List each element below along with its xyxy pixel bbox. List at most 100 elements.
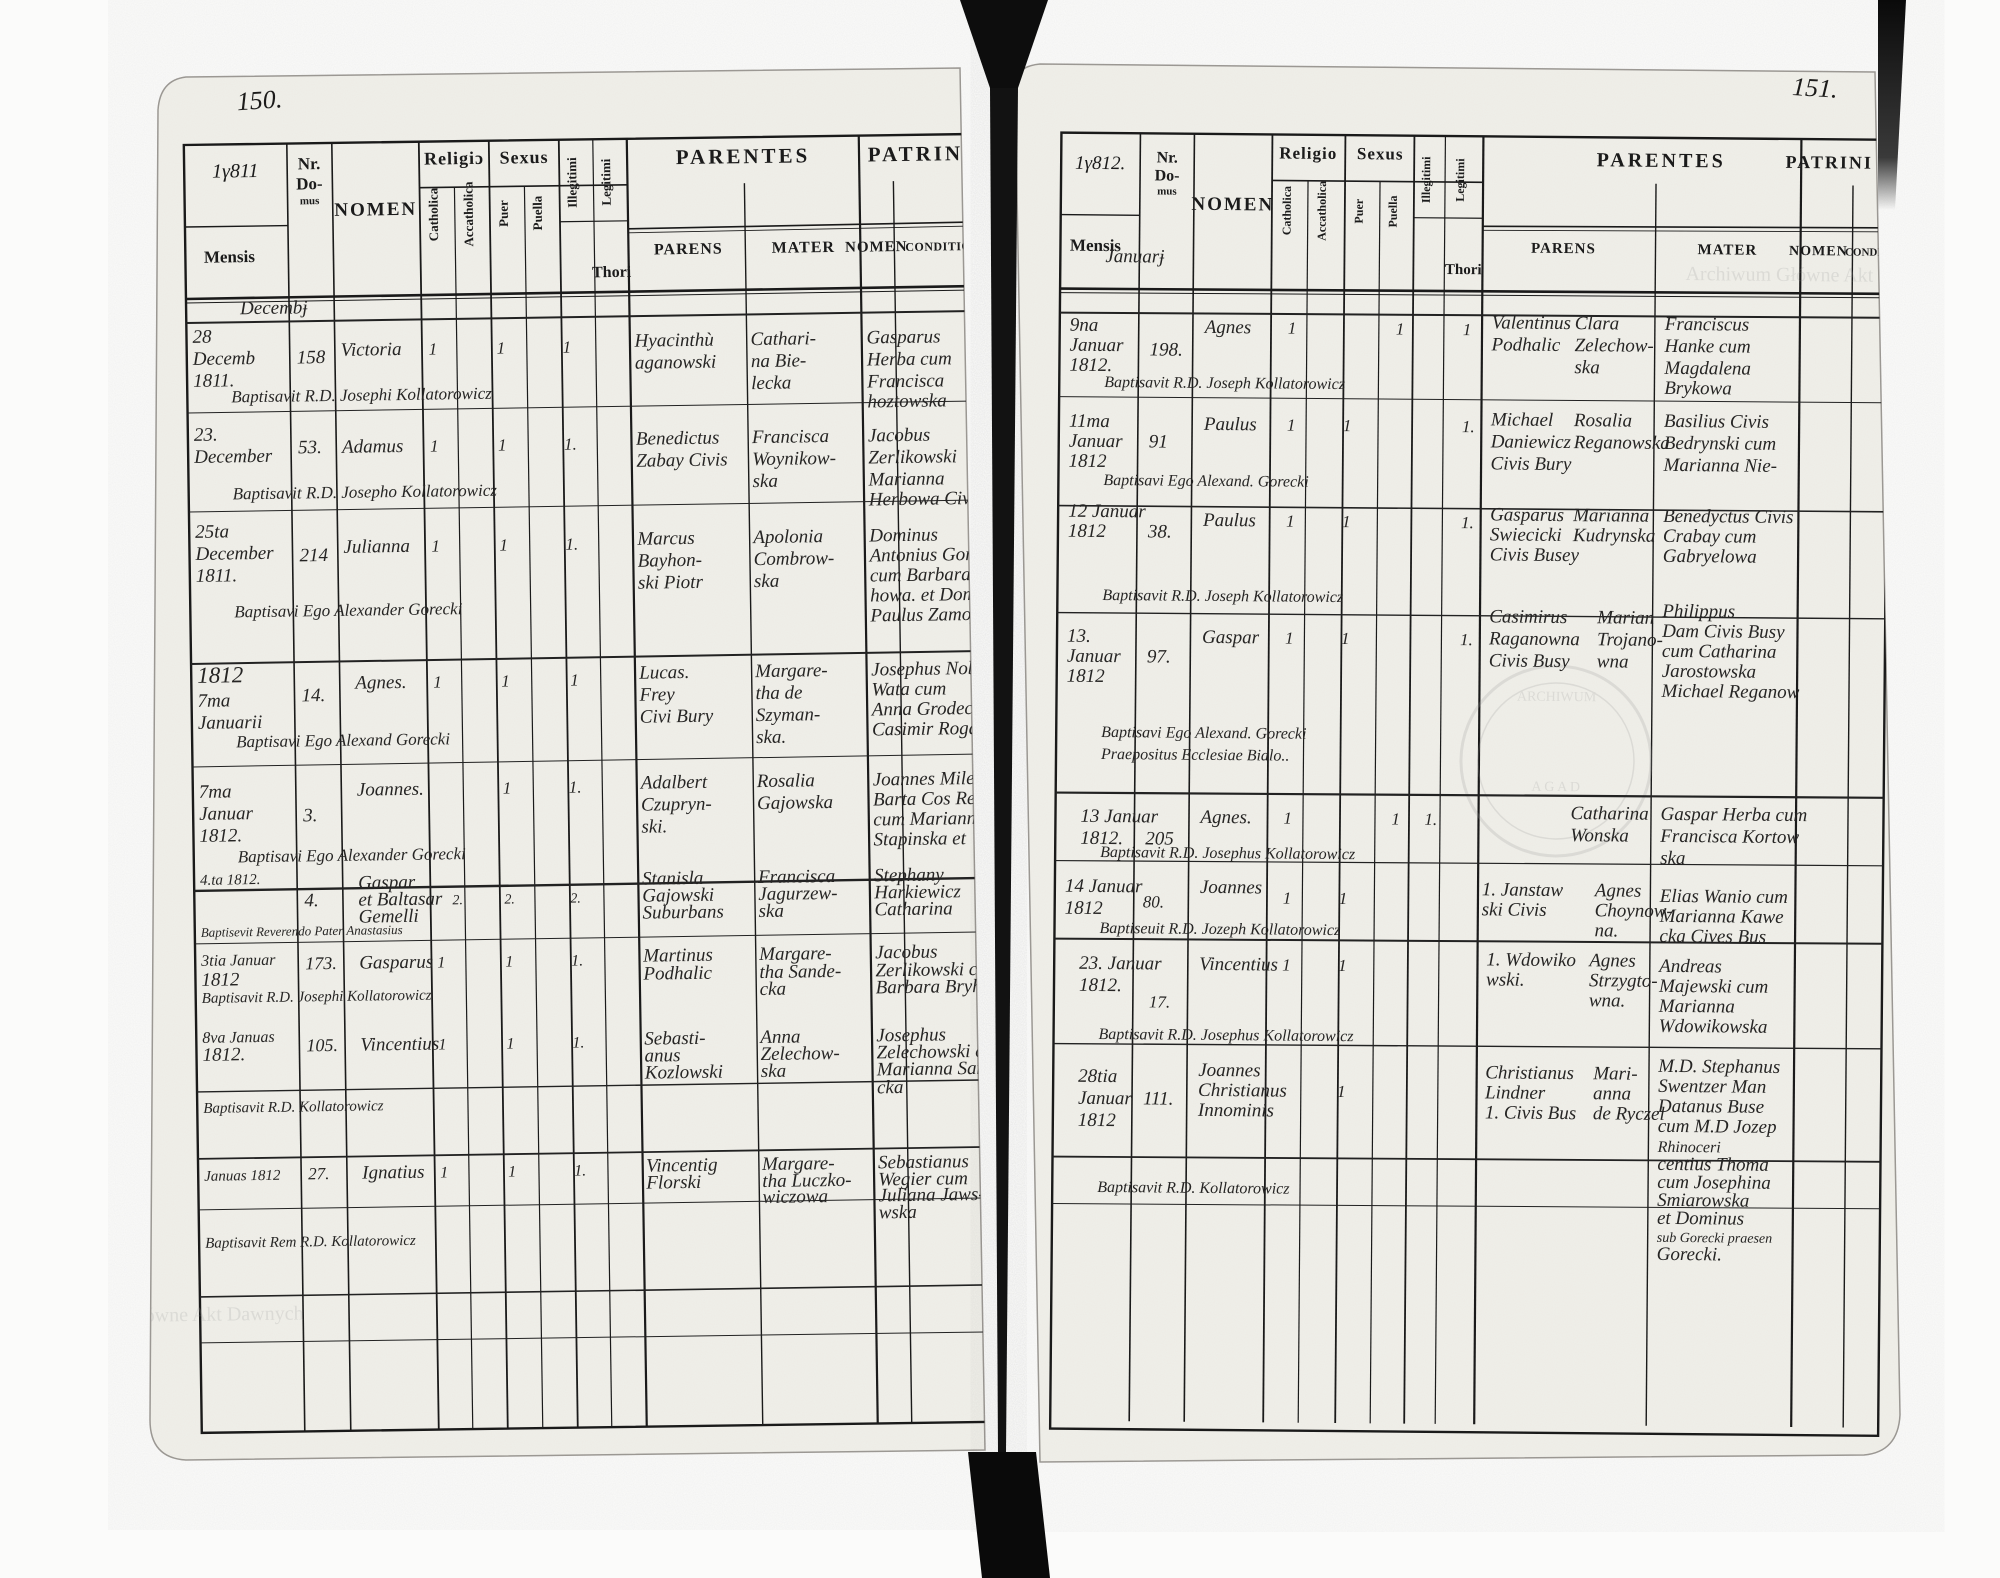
svg-text:Woynikow-: Woynikow-	[752, 448, 836, 470]
svg-text:ska: ska	[754, 571, 780, 592]
svg-text:Paulus: Paulus	[1203, 414, 1257, 435]
svg-text:111.: 111.	[1143, 1088, 1174, 1109]
svg-text:Benedyctus Civis: Benedyctus Civis	[1663, 506, 1794, 528]
svg-text:Rosalia: Rosalia	[756, 770, 815, 792]
svg-text:ski Piotr: ski Piotr	[638, 572, 704, 594]
svg-text:1.: 1.	[572, 1034, 584, 1051]
svg-text:1. Wdowiko: 1. Wdowiko	[1486, 949, 1576, 971]
svg-text:Januas 1812: Januas 1812	[204, 1168, 281, 1185]
svg-text:cum M.D Jozep: cum M.D Jozep	[1658, 1116, 1777, 1138]
svg-text:14 Januar: 14 Januar	[1065, 876, 1143, 898]
svg-text:Baptisavit R.D. Kollatorowicz: Baptisavit R.D. Kollatorowicz	[203, 1098, 384, 1117]
svg-text:1: 1	[499, 536, 508, 555]
svg-text:1812: 1812	[1067, 666, 1106, 687]
svg-text:CONDITIO: CONDITIO	[905, 239, 971, 254]
svg-text:Cathari-: Cathari-	[750, 328, 816, 350]
svg-text:cka Cives Bus: cka Cives Bus	[1659, 926, 1766, 948]
svg-text:ski.: ski.	[641, 816, 667, 837]
svg-text:1812.: 1812.	[1069, 355, 1112, 376]
svg-text:1. Janstaw: 1. Janstaw	[1482, 879, 1564, 901]
svg-text:Do-: Do-	[1155, 167, 1180, 184]
svg-text:Illegitimi: Illegitimi	[1419, 156, 1433, 203]
svg-text:1: 1	[505, 953, 513, 970]
svg-text:1: 1	[1283, 809, 1292, 828]
svg-text:Suburbans: Suburbans	[642, 902, 724, 924]
svg-text:Baptisavi Ego Alexand. Gorecki: Baptisavi Ego Alexand. Gorecki	[1101, 724, 1306, 743]
svg-text:2.: 2.	[452, 893, 463, 908]
svg-text:Benedictus: Benedictus	[636, 428, 720, 450]
svg-text:1812.: 1812.	[1079, 975, 1122, 996]
svg-text:1812: 1812	[197, 662, 243, 688]
svg-text:97.: 97.	[1147, 646, 1171, 667]
svg-text:hoztowska: hoztowska	[867, 390, 946, 412]
svg-text:Thori: Thori	[1445, 262, 1482, 278]
svg-text:17.: 17.	[1149, 992, 1170, 1011]
svg-text:Mari-: Mari-	[1592, 1063, 1638, 1084]
svg-text:Podhalic: Podhalic	[642, 963, 712, 985]
svg-text:Hanke cum: Hanke cum	[1664, 336, 1751, 358]
svg-text:Baptisavi Ego Alexand. Gorecki: Baptisavi Ego Alexand. Gorecki	[1103, 472, 1308, 491]
svg-text:1: 1	[1339, 889, 1348, 908]
svg-text:Puer: Puer	[1352, 198, 1366, 223]
svg-text:Florski: Florski	[645, 1172, 701, 1194]
svg-text:1: 1	[1286, 512, 1295, 531]
svg-text:Sexus: Sexus	[499, 147, 548, 168]
svg-text:Jarostowska: Jarostowska	[1662, 661, 1756, 683]
svg-text:Baptisavit R.D. Joseph Kollato: Baptisavit R.D. Joseph Kollatorowicz	[1104, 374, 1346, 393]
svg-text:Gasparus: Gasparus	[866, 326, 940, 348]
svg-text:December: December	[194, 543, 274, 565]
svg-text:2.: 2.	[570, 892, 581, 907]
svg-text:1812: 1812	[1068, 451, 1107, 472]
svg-text:1: 1	[508, 1163, 516, 1180]
svg-text:214: 214	[299, 545, 328, 566]
svg-text:1: 1	[1463, 320, 1472, 339]
svg-text:Basilius Civis: Basilius Civis	[1664, 411, 1769, 433]
svg-text:Puella: Puella	[530, 195, 545, 230]
svg-text:et Dominus: et Dominus	[1657, 1208, 1744, 1230]
svg-text:Agnes.: Agnes.	[353, 672, 406, 694]
svg-text:Baptisavi Ego Alexander Goreck: Baptisavi Ego Alexander Gorecki	[238, 844, 467, 866]
svg-text:Kudrynska: Kudrynska	[1572, 525, 1656, 547]
svg-text:Marianna: Marianna	[1658, 996, 1735, 1018]
svg-text:1: 1	[1343, 416, 1352, 435]
svg-text:Brykowa: Brykowa	[1664, 378, 1732, 400]
svg-text:1812: 1812	[1065, 898, 1104, 919]
svg-text:ska: ska	[1660, 848, 1686, 869]
svg-text:Reganowska: Reganowska	[1573, 432, 1670, 454]
svg-text:Gorecki.: Gorecki.	[1657, 1244, 1722, 1266]
svg-text:Jacobus: Jacobus	[868, 425, 931, 447]
svg-text:Agnes.: Agnes.	[1198, 807, 1251, 828]
svg-text:Januar: Januar	[1069, 431, 1124, 452]
svg-text:27.: 27.	[308, 1164, 330, 1183]
svg-text:Lindner: Lindner	[1484, 1082, 1546, 1104]
svg-text:December: December	[193, 446, 273, 468]
svg-text:53.: 53.	[298, 437, 322, 458]
svg-text:Catharina: Catharina	[1570, 803, 1648, 825]
svg-text:Philippus: Philippus	[1661, 601, 1735, 623]
svg-text:Clara: Clara	[1575, 313, 1620, 334]
svg-text:1: 1	[1283, 889, 1292, 908]
svg-text:Gaspar Herba cum: Gaspar Herba cum	[1660, 804, 1807, 826]
svg-text:Szyman-: Szyman-	[756, 704, 821, 726]
svg-text:2.: 2.	[504, 892, 515, 907]
svg-text:Baptisavi Ego Alexand Gorecki: Baptisavi Ego Alexand Gorecki	[236, 729, 450, 751]
svg-text:Stapinska et: Stapinska et	[873, 828, 966, 850]
svg-text:cka: cka	[760, 979, 787, 1000]
svg-text:Swentzer Man: Swentzer Man	[1658, 1076, 1766, 1098]
svg-text:Agnes: Agnes	[1593, 880, 1642, 901]
svg-text:Apolonia: Apolonia	[751, 526, 823, 548]
svg-text:Baptisavit R.D. Josephi Kollat: Baptisavit R.D. Josephi Kollatorowicz	[202, 988, 432, 1007]
svg-text:Baptisavit R.D. Joseph Kollato: Baptisavit R.D. Joseph Kollatorowicz	[1102, 587, 1344, 606]
svg-text:13.: 13.	[1067, 626, 1091, 647]
svg-text:Wdowikowska: Wdowikowska	[1659, 1016, 1768, 1038]
svg-text:Dam Civis Busy: Dam Civis Busy	[1661, 621, 1785, 643]
svg-text:Baptisavit R.D. Josephi Kollat: Baptisavit R.D. Josephi Kollatorowicz	[231, 384, 492, 407]
svg-text:mus: mus	[1157, 185, 1177, 197]
svg-text:Rosalia: Rosalia	[1573, 410, 1632, 432]
svg-text:na Bie-: na Bie-	[751, 350, 807, 372]
svg-text:Marianna: Marianna	[867, 468, 944, 490]
svg-text:1: 1	[1341, 629, 1350, 648]
svg-text:Zerlikowski: Zerlikowski	[868, 446, 957, 468]
svg-text:Zabay Civis: Zabay Civis	[636, 449, 728, 471]
svg-text:Christianus: Christianus	[1485, 1062, 1574, 1084]
